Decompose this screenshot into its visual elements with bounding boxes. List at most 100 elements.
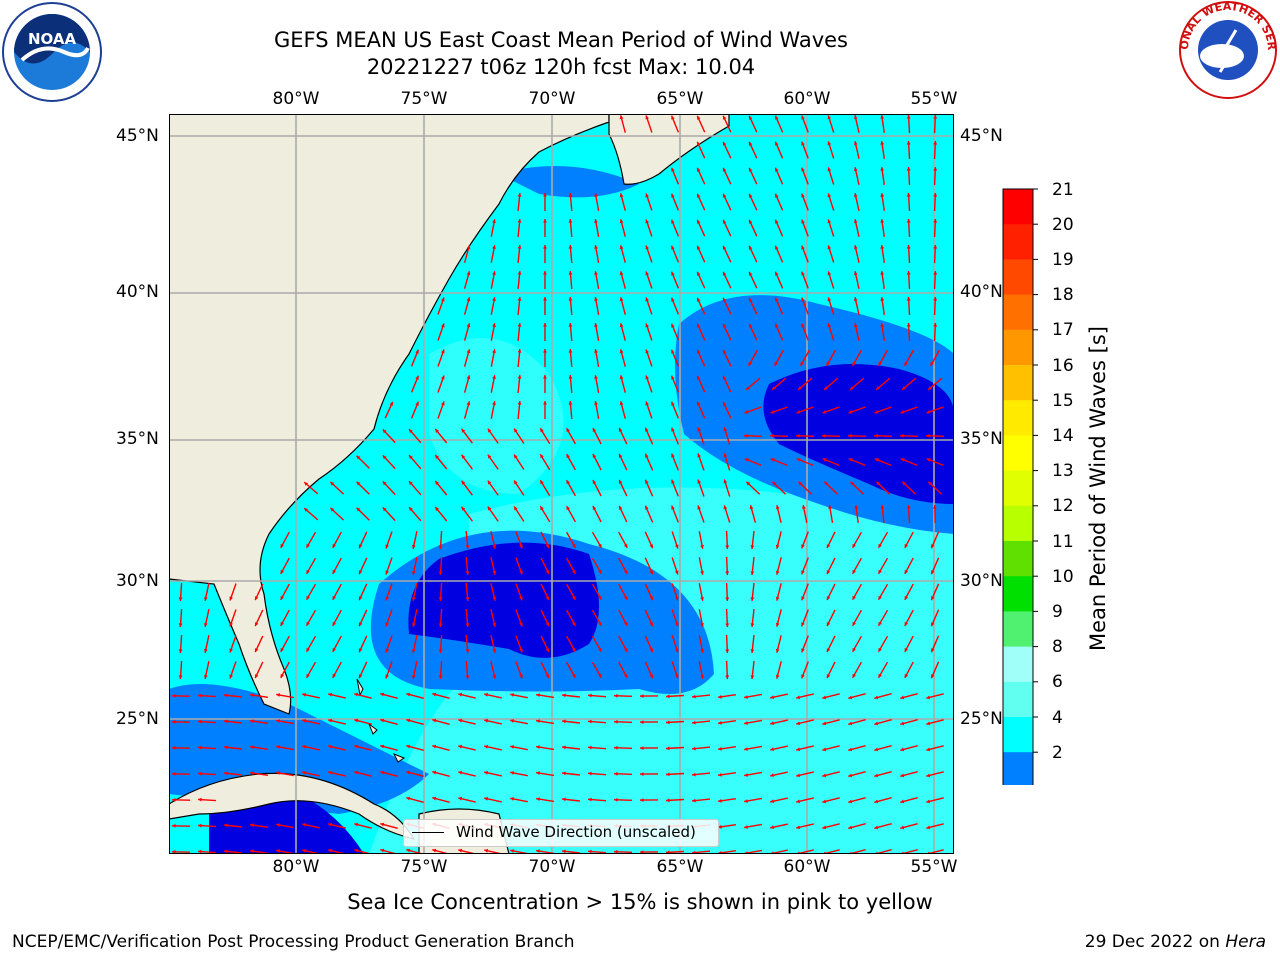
wave-direction-arrowhead [619, 297, 624, 302]
wave-direction-arrowhead [649, 622, 653, 627]
wave-direction-arrowhead [536, 849, 540, 853]
wave-direction-arrowhead [775, 245, 779, 250]
wave-direction-arrowhead [385, 674, 389, 679]
wave-direction-arrowhead [796, 747, 801, 752]
wave-direction-arrowhead [874, 695, 879, 700]
colorbar-tick: 16 [1052, 356, 1074, 376]
wave-direction-arrowhead [594, 349, 598, 353]
wave-direction-arrowhead [543, 323, 547, 327]
wave-direction-arrowhead [931, 674, 935, 679]
colorbar-segment [1003, 717, 1033, 753]
wave-direction-arrowhead [492, 271, 496, 275]
wave-direction-arrowhead [568, 271, 573, 275]
wave-direction-arrowhead [302, 693, 306, 697]
wave-direction-arrowhead [229, 648, 233, 653]
colorbar-segment [1003, 681, 1033, 718]
wave-direction-arrowhead [671, 453, 675, 458]
nws-logo: NATIONAL WEATHER SERVICE [1173, 0, 1280, 100]
wave-direction-arrowhead [697, 323, 701, 328]
wave-direction-arrowhead [441, 401, 445, 406]
wave-direction-arrowhead [536, 797, 540, 801]
wave-direction-arrowhead [671, 323, 675, 328]
wave-direction-arrowhead [772, 481, 777, 486]
wave-direction-arrowhead [517, 271, 522, 275]
wave-direction-arrowhead [514, 480, 518, 485]
ocean-deep-region [763, 364, 954, 504]
wave-direction-arrowhead [878, 543, 882, 548]
lon-label-bottom: 80°W [272, 857, 320, 877]
lon-label-top: 80°W [272, 89, 320, 109]
wave-direction-arrowhead [328, 692, 333, 697]
wave-direction-arrowhead [356, 481, 361, 486]
wave-direction-arrowhead [389, 401, 393, 406]
wave-direction-arrowhead [330, 507, 335, 512]
lon-label-top: 55°W [910, 89, 958, 109]
wave-direction-arrowhead [926, 773, 931, 778]
wave-direction-arrowhead [562, 693, 566, 698]
wave-direction-arrowhead [304, 482, 309, 486]
wave-direction-arrowhead [744, 721, 748, 725]
lat-label-right: 30°N [960, 571, 1003, 591]
wave-direction-arrowhead [827, 245, 832, 250]
wave-direction-arrowhead [380, 822, 385, 827]
wave-direction-arrowhead [902, 481, 907, 486]
wave-direction-arrowhead [568, 323, 573, 327]
land-bahamas [356, 678, 406, 763]
wave-direction-arrowhead [250, 771, 254, 776]
wave-direction-arrowhead [598, 543, 602, 548]
wave-direction-arrowhead [358, 622, 363, 627]
wave-direction-arrowhead [933, 323, 938, 327]
wave-direction-arrowhead [904, 543, 909, 548]
wave-direction-arrowhead [649, 648, 653, 653]
wave-direction-arrowhead [674, 622, 679, 627]
wave-direction-arrowhead [572, 543, 576, 548]
wave-direction-arrowhead [204, 597, 208, 601]
wave-direction-arrowhead [697, 297, 701, 302]
wave-direction-arrowhead [802, 505, 806, 509]
wave-direction-arrowhead [874, 410, 879, 414]
colorbar-tick: 19 [1052, 250, 1074, 270]
wave-direction-arrowhead [775, 141, 779, 146]
wave-direction-arrowhead [645, 297, 649, 302]
wave-direction-arrowhead [619, 271, 624, 276]
wave-direction-arrowhead [900, 433, 904, 438]
wave-direction-arrowhead [540, 480, 544, 485]
wave-direction-arrowhead [822, 799, 827, 804]
wave-direction-arrowhead [852, 543, 856, 548]
noaa-logo: NOAA [2, 2, 102, 102]
wave-direction-arrowhead [619, 245, 624, 250]
wave-direction-arrowhead [824, 386, 828, 390]
wave-direction-arrowhead [280, 621, 284, 626]
wave-direction-arrowhead [517, 375, 522, 379]
wave-direction-arrowhead [623, 543, 628, 548]
wave-direction-arrowhead [749, 141, 753, 146]
wave-direction-arrowhead [933, 245, 938, 249]
wave-direction-arrowhead [276, 771, 280, 775]
wave-direction-arrowhead [332, 543, 336, 548]
lat-label-left: 40°N [116, 282, 159, 302]
wave-direction-arrowhead [385, 648, 389, 653]
wave-direction-arrowhead [900, 773, 905, 778]
wave-direction-arrowhead [619, 401, 624, 406]
wave-direction-arrowhead [697, 271, 701, 276]
wave-direction-arrowhead [666, 694, 670, 699]
wave-direction-arrowhead [640, 798, 644, 802]
colorbar-tick: 20 [1052, 215, 1074, 235]
colorbar-tick: 12 [1052, 496, 1074, 516]
wave-direction-arrowhead [302, 849, 306, 853]
wave-direction-arrowhead [519, 674, 523, 679]
wave-direction-arrowhead [172, 772, 176, 776]
wave-direction-arrowhead [822, 773, 827, 778]
colorbar-tick: 21 [1052, 180, 1074, 200]
wave-direction-arrowhead [722, 115, 727, 120]
wave-direction-arrowhead [492, 570, 497, 575]
wave-direction-arrowhead [822, 721, 827, 726]
wave-direction-arrowhead [801, 596, 805, 601]
wave-direction-arrowhead [250, 745, 254, 750]
wave-direction-arrowhead [826, 674, 831, 679]
wave-direction-arrowhead [406, 848, 411, 853]
graticule [169, 114, 954, 854]
wave-direction-arrowhead [280, 647, 284, 652]
wave-direction-arrowhead [618, 479, 623, 484]
chart-subtitle: 20221227 t06z 120h fcst Max: 10.04 [366, 55, 756, 79]
